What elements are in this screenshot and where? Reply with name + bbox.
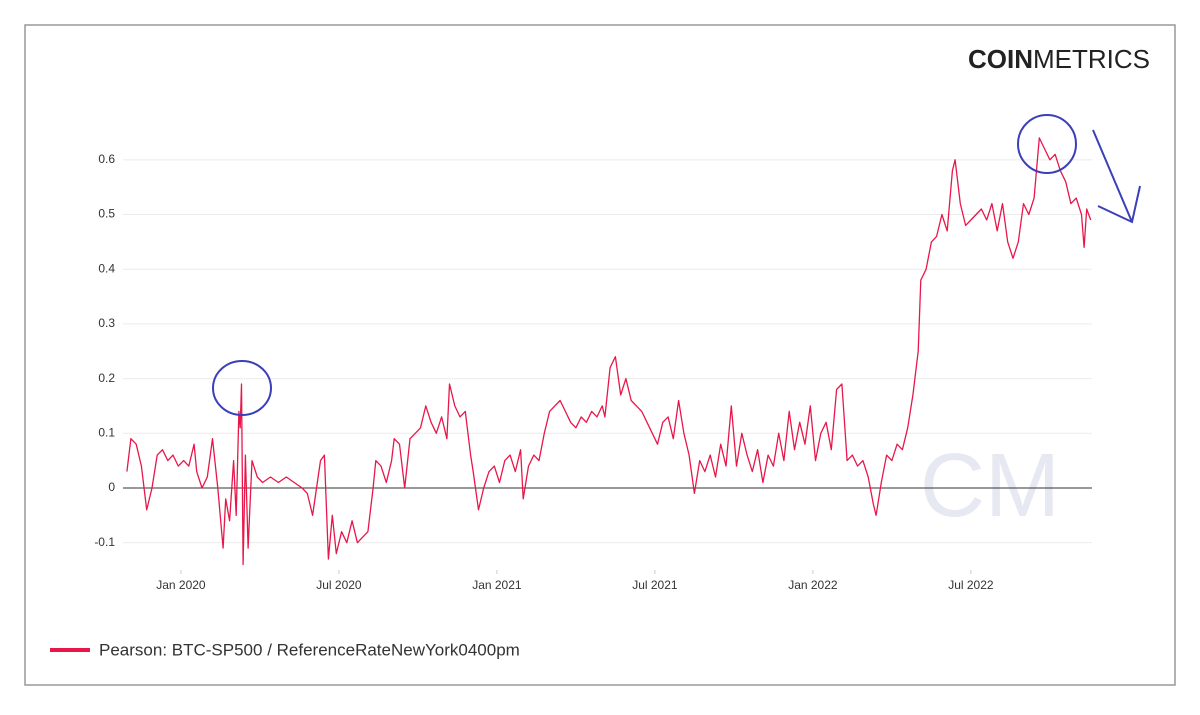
y-tick-label: 0.4 — [98, 261, 115, 275]
annotation-arrow — [1092, 129, 1141, 224]
watermark: CM — [920, 436, 1060, 536]
plot-area: -0.1 0 0.1 0.2 0.3 0.4 0.5 0.6 Jan 2020 Jul 2020 J… — [94, 137, 1092, 592]
x-tick-label: Jan 2021 — [472, 578, 522, 592]
brand-bold: COIN — [968, 44, 1033, 74]
y-tick-label: 0.3 — [98, 316, 115, 330]
y-tick-label: 0 — [108, 480, 115, 494]
x-tick-label: Jan 2020 — [156, 578, 206, 592]
legend-label: Pearson: BTC-SP500 / ReferenceRateNewYor… — [99, 640, 520, 659]
y-tick-label: 0.1 — [98, 425, 115, 439]
y-tick-label: -0.1 — [94, 535, 115, 549]
y-tick-label: 0.2 — [98, 371, 115, 385]
frame — [24, 24, 1176, 686]
x-tick-label: Jan 2022 — [788, 578, 838, 592]
y-tick-label: 0.6 — [98, 152, 115, 166]
series-line — [126, 137, 1092, 566]
y-tick-label: 0.5 — [98, 207, 115, 221]
x-tick-label: Jul 2022 — [948, 578, 994, 592]
annotation-circle — [212, 360, 272, 416]
brand-light: METRICS — [1033, 44, 1150, 74]
x-tick-label: Jul 2021 — [632, 578, 678, 592]
annotation-circle — [1017, 114, 1077, 174]
x-tick-label: Jul 2020 — [316, 578, 362, 592]
brand: COINMETRICS — [968, 44, 1150, 74]
